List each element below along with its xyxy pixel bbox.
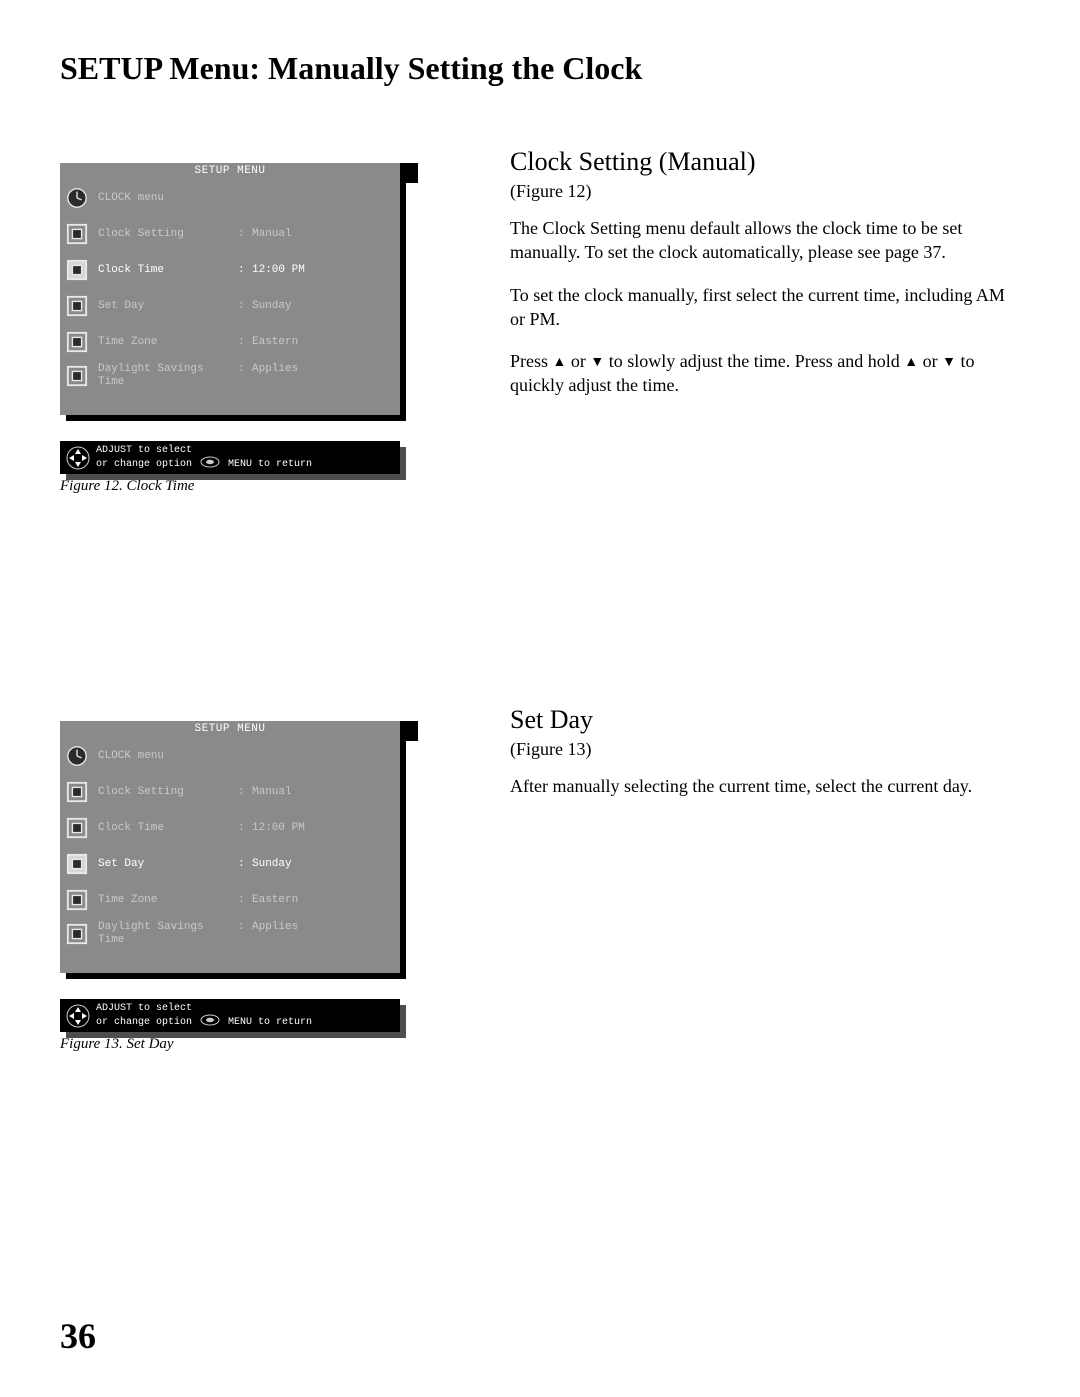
footer-line1: ADJUST to select xyxy=(96,445,312,456)
setup-menu-panel: SETUP MENU CLOCK menuClock Setting:Manua… xyxy=(60,721,400,973)
menu-item-colon: : xyxy=(238,894,252,906)
menu-item-colon: : xyxy=(238,336,252,348)
section-2-figref: (Figure 13) xyxy=(510,739,1020,760)
figure-12: MAIN MENU SETUP MENU CLOCK menuClock Set… xyxy=(60,163,410,474)
menu-item-value: Applies xyxy=(252,363,394,375)
setup-menu-panel: SETUP MENU CLOCK menuClock Setting:Manua… xyxy=(60,163,400,415)
menu-item-value: Manual xyxy=(252,228,394,240)
menu-item[interactable]: Clock Time:12:00 PM xyxy=(66,813,394,843)
menu-item-colon: : xyxy=(238,264,252,276)
figure-13-caption: Figure 13. Set Day xyxy=(60,1036,490,1053)
menu-item-label: Time Zone xyxy=(98,894,238,906)
section-1-figref: (Figure 12) xyxy=(510,181,1020,202)
menu-item-colon: : xyxy=(238,786,252,798)
menu-item-label: Clock Time xyxy=(98,264,238,276)
page-number: 36 xyxy=(60,1315,96,1357)
menu-item[interactable]: Clock Time:12:00 PM xyxy=(66,255,394,285)
figure-12-caption: Figure 12. Clock Time xyxy=(60,478,490,495)
menu-item-value: 12:00 PM xyxy=(252,264,394,276)
clock-icon xyxy=(66,187,88,209)
dpad-icon xyxy=(66,446,90,470)
setup-menu-label: SETUP MENU xyxy=(66,723,394,735)
section-1-p3: Press ▲ or ▼ to slowly adjust the time. … xyxy=(510,349,1020,398)
menu-item-colon: : xyxy=(238,858,252,870)
menu-item-colon: : xyxy=(238,921,252,933)
clock-icon xyxy=(66,745,88,767)
menu-item-value: Eastern xyxy=(252,336,394,348)
menu-item-label: CLOCK menu xyxy=(98,192,238,204)
triangle-down-icon: ▼ xyxy=(942,354,956,373)
square-icon xyxy=(66,923,88,945)
footer-line2a: or change option xyxy=(96,1017,192,1028)
triangle-up-icon: ▲ xyxy=(904,354,918,373)
page-title: SETUP Menu: Manually Setting the Clock xyxy=(60,50,1020,87)
p3c: to slowly adjust the time. Press and hol… xyxy=(604,351,904,371)
square-icon xyxy=(66,889,88,911)
menu-item[interactable]: Set Day:Sunday xyxy=(66,849,394,879)
menu-button-icon xyxy=(200,1014,220,1026)
menu-item-label: Set Day xyxy=(98,858,238,870)
menu-item-value: Sunday xyxy=(252,858,394,870)
menu-footer-bar: ADJUST to select or change option MENU t… xyxy=(60,999,400,1032)
section-1-p1: The Clock Setting menu default allows th… xyxy=(510,216,1020,265)
square-icon xyxy=(66,295,88,317)
setup-menu-label: SETUP MENU xyxy=(66,165,394,177)
menu-footer-bar: ADJUST to select or change option MENU t… xyxy=(60,441,400,474)
section-1-p2: To set the clock manually, first select … xyxy=(510,283,1020,332)
menu-item[interactable]: CLOCK menu xyxy=(66,741,394,771)
menu-item[interactable]: Daylight SavingsTime:Applies xyxy=(66,921,394,957)
p3d: or xyxy=(918,351,942,371)
footer-line1: ADJUST to select xyxy=(96,1003,312,1014)
p3a: Press xyxy=(510,351,553,371)
menu-item[interactable]: CLOCK menu xyxy=(66,183,394,213)
row-fig12: MAIN MENU SETUP MENU CLOCK menuClock Set… xyxy=(60,147,1020,495)
menu-item-label: Set Day xyxy=(98,300,238,312)
menu-item-value: Sunday xyxy=(252,300,394,312)
dpad-icon xyxy=(66,1004,90,1028)
triangle-up-icon: ▲ xyxy=(553,354,567,373)
menu-item-label: Clock Setting xyxy=(98,228,238,240)
menu-item[interactable]: Clock Setting:Manual xyxy=(66,219,394,249)
menu-item[interactable]: Daylight SavingsTime:Applies xyxy=(66,363,394,399)
menu-item-colon: : xyxy=(238,822,252,834)
section-2-p1: After manually selecting the current tim… xyxy=(510,774,1020,798)
menu-item-label: Time Zone xyxy=(98,336,238,348)
square-icon xyxy=(66,781,88,803)
menu-item-label: Clock Time xyxy=(98,822,238,834)
row-fig13: MAIN MENU SETUP MENU CLOCK menuClock Set… xyxy=(60,705,1020,1053)
menu-item[interactable]: Time Zone:Eastern xyxy=(66,885,394,915)
menu-item-colon: : xyxy=(238,363,252,375)
section-2-heading: Set Day xyxy=(510,705,1020,735)
menu-item-colon: : xyxy=(238,228,252,240)
square-icon xyxy=(66,223,88,245)
menu-item-value: Eastern xyxy=(252,894,394,906)
footer-line2b: MENU to return xyxy=(228,1017,312,1028)
figure-13: MAIN MENU SETUP MENU CLOCK menuClock Set… xyxy=(60,721,410,1032)
menu-item-colon: : xyxy=(238,300,252,312)
menu-button-icon xyxy=(200,456,220,468)
menu-item[interactable]: Time Zone:Eastern xyxy=(66,327,394,357)
menu-item-label: CLOCK menu xyxy=(98,750,238,762)
square-icon xyxy=(66,817,88,839)
square-icon xyxy=(66,365,88,387)
square-icon xyxy=(66,331,88,353)
menu-item-value: Manual xyxy=(252,786,394,798)
p3b: or xyxy=(566,351,590,371)
menu-item-label: Clock Setting xyxy=(98,786,238,798)
menu-item-value: Applies xyxy=(252,921,394,933)
menu-item-value: 12:00 PM xyxy=(252,822,394,834)
menu-item[interactable]: Clock Setting:Manual xyxy=(66,777,394,807)
menu-item[interactable]: Set Day:Sunday xyxy=(66,291,394,321)
square-icon xyxy=(66,259,88,281)
triangle-down-icon: ▼ xyxy=(590,354,604,373)
menu-item-label: Daylight SavingsTime xyxy=(98,921,238,947)
footer-line2b: MENU to return xyxy=(228,459,312,470)
menu-item-label: Daylight SavingsTime xyxy=(98,363,238,389)
square-icon xyxy=(66,853,88,875)
section-1-heading: Clock Setting (Manual) xyxy=(510,147,1020,177)
footer-line2a: or change option xyxy=(96,459,192,470)
